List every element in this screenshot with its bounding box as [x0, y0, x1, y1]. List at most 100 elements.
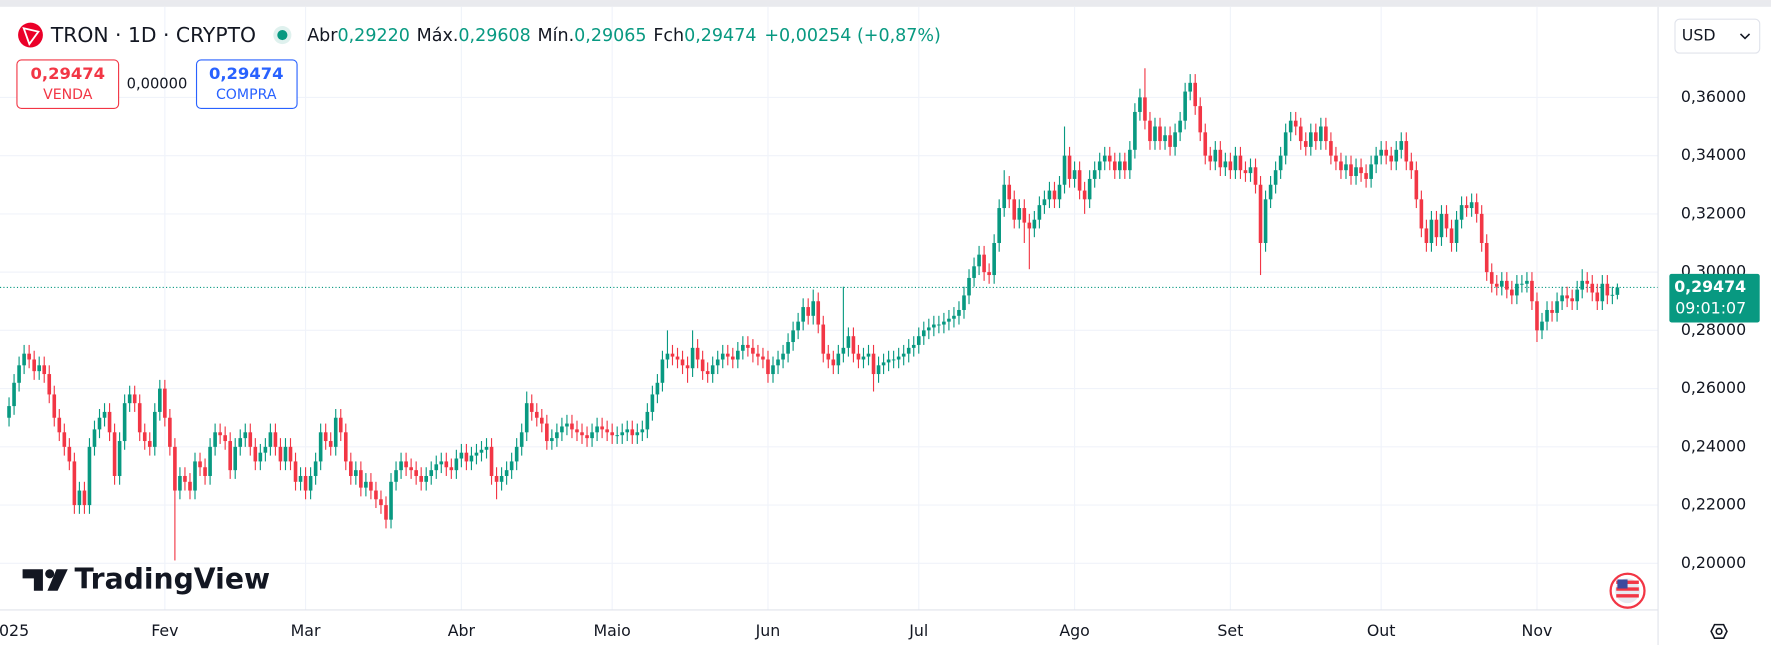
candle-body	[1143, 97, 1147, 121]
candle-body	[725, 353, 730, 357]
candle-body	[1308, 132, 1313, 147]
candle-body	[389, 481, 393, 520]
candle-body	[1278, 155, 1283, 171]
candle-body	[670, 353, 675, 357]
candle-body	[891, 359, 896, 361]
candle-body	[967, 277, 971, 296]
candle-body	[72, 461, 77, 506]
candle-body	[1409, 161, 1414, 171]
candle-body	[896, 356, 901, 360]
candle-body	[1097, 161, 1102, 171]
x-tick-label: 2025	[0, 621, 29, 640]
currency-select[interactable]	[1674, 18, 1761, 54]
candle-body	[273, 432, 278, 447]
candle-body	[826, 353, 831, 360]
candle-body	[620, 432, 625, 436]
candle-body	[1163, 135, 1167, 142]
x-tick-label: Mar	[291, 621, 321, 640]
candle-body	[1092, 170, 1097, 179]
candle-body	[258, 452, 263, 462]
ohlc-label: Mín.	[538, 26, 575, 46]
candle-body	[484, 446, 489, 450]
x-tick-label: Out	[1367, 621, 1396, 640]
candle-body	[675, 356, 680, 360]
candle-body	[1203, 132, 1208, 156]
candle-body	[379, 499, 383, 506]
candle-body	[454, 458, 459, 471]
candle-body	[1454, 219, 1459, 244]
candle-body	[1505, 280, 1509, 290]
candle-body	[233, 446, 238, 471]
candle-body	[193, 461, 197, 491]
candle-body	[399, 461, 403, 471]
candle-body	[746, 344, 750, 348]
sell-price: 0,29474	[31, 64, 106, 83]
candle-body	[545, 423, 549, 442]
candle-body	[635, 432, 640, 436]
buy-button[interactable]	[195, 59, 298, 110]
candle-body	[1540, 321, 1544, 331]
flag-icon	[1609, 572, 1646, 609]
candle-body	[811, 301, 816, 316]
candle-body	[690, 347, 695, 369]
candle-body	[615, 435, 620, 437]
candle-body	[987, 272, 991, 276]
candle-body	[886, 359, 891, 363]
candle-body	[1520, 283, 1524, 285]
candle-body	[1298, 126, 1303, 142]
candle-body	[1138, 97, 1142, 112]
candle-body	[580, 432, 584, 436]
candle-body	[977, 254, 981, 267]
candle-body	[1112, 161, 1117, 171]
y-tick-label: 0,22000	[1681, 495, 1746, 514]
candle-body	[1273, 170, 1278, 185]
candle-body	[1339, 161, 1343, 171]
candle-body	[680, 359, 685, 366]
y-tick-label: 0,20000	[1681, 553, 1746, 572]
candle-body	[1319, 126, 1323, 142]
candle-body	[203, 467, 207, 476]
candle-body	[555, 432, 559, 439]
buy-price: 0,29474	[209, 64, 284, 83]
candle-body	[1399, 141, 1404, 150]
candle-body	[1007, 184, 1012, 200]
candle-body	[600, 426, 604, 430]
candle-body	[1489, 272, 1494, 284]
candle-body	[1510, 289, 1514, 296]
candle-body	[524, 403, 529, 433]
x-tick-label: Nov	[1522, 621, 1553, 640]
candle-body	[841, 347, 846, 354]
candle-body	[519, 432, 524, 447]
candle-body	[1555, 301, 1559, 313]
candle-body	[1590, 283, 1595, 293]
candle-body	[1525, 280, 1529, 284]
candle-body	[655, 382, 660, 395]
candle-body	[107, 411, 112, 433]
candle-body	[1469, 202, 1474, 209]
candle-body	[610, 432, 614, 436]
symbol[interactable]: TRON · 1D · CRYPTO	[50, 23, 256, 47]
candle-body	[921, 330, 926, 337]
candle-body	[1248, 167, 1253, 174]
candle-body	[158, 388, 162, 412]
candle-body	[499, 475, 504, 482]
ohlc-label: Máx.	[417, 26, 459, 46]
candle-body	[474, 452, 479, 456]
candle-body	[52, 394, 57, 418]
candle-body	[1153, 126, 1157, 142]
candle-body	[756, 353, 760, 357]
candle-body	[444, 461, 449, 468]
spread: 0,00000	[127, 76, 188, 93]
candle-body	[565, 423, 569, 427]
watermark-logo	[22, 569, 68, 591]
candle-body	[1434, 219, 1439, 238]
candle-body	[1067, 155, 1072, 179]
candle-body	[32, 359, 36, 372]
candle-body	[856, 353, 861, 360]
candle-body	[1178, 120, 1182, 133]
settings-icon[interactable]	[1710, 623, 1728, 639]
candle-body	[871, 353, 876, 375]
candle-body	[529, 403, 534, 412]
sell-button[interactable]	[16, 59, 120, 110]
price-tag	[1669, 273, 1760, 323]
